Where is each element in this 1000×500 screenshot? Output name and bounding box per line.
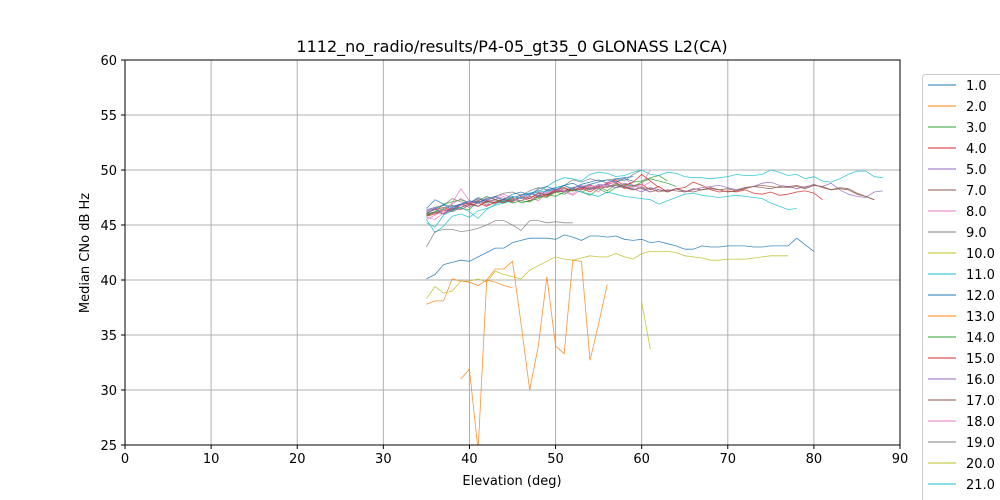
legend-label: 9.0 <box>966 226 987 241</box>
x-tick-label: 40 <box>461 452 478 467</box>
x-tick-label: 90 <box>892 452 909 467</box>
x-tick-label: 0 <box>121 452 129 467</box>
legend-label: 17.0 <box>966 394 995 409</box>
x-tick-label: 20 <box>289 452 306 467</box>
legend-label: 7.0 <box>966 184 987 199</box>
y-tick-label: 30 <box>100 384 117 399</box>
grid <box>124 59 901 446</box>
legend-box <box>922 74 1000 500</box>
legend-label: 2.0 <box>966 100 987 115</box>
legend-label: 11.0 <box>966 268 995 283</box>
legend-label: 4.0 <box>966 142 987 157</box>
axis-ticks: 0 10 20 30 40 50 60 70 80 90 25 30 35 40 45 50 55 60 <box>100 54 908 467</box>
x-tick-label: 30 <box>375 452 392 467</box>
chart-title: 1112_no_radio/results/P4-05_gt35_0 GLONA… <box>296 37 727 57</box>
legend-label: 5.0 <box>966 163 987 178</box>
series-line-20.0 <box>641 301 651 350</box>
series-line-22.0 <box>426 178 634 215</box>
y-tick-label: 40 <box>100 274 117 289</box>
y-tick-label: 55 <box>100 109 117 124</box>
legend-label: 19.0 <box>966 436 995 451</box>
legend-label: 12.0 <box>966 289 995 304</box>
x-tick-label: 70 <box>720 452 737 467</box>
series-line-8.0 <box>426 177 651 220</box>
y-axis-label: Median CNo dB Hz <box>78 193 93 313</box>
legend: 1.0 2.0 3.0 4.0 5.0 7.0 8.0 9.0 10.0 11.0 12.0 13.0… <box>922 74 1000 500</box>
legend-label: 8.0 <box>966 205 987 220</box>
legend-label: 21.0 <box>966 478 995 493</box>
legend-label: 3.0 <box>966 121 987 136</box>
series-line-11.0 <box>426 169 883 234</box>
x-tick-label: 60 <box>633 452 650 467</box>
x-tick-label: 10 <box>203 452 220 467</box>
y-tick-label: 45 <box>100 219 117 234</box>
plot-frame <box>124 59 901 446</box>
y-tick-label: 50 <box>100 164 117 179</box>
series-line-10.0 <box>426 250 789 299</box>
legend-label: 18.0 <box>966 415 995 430</box>
series-line-19.0 <box>426 220 573 248</box>
legend-label: 10.0 <box>966 247 995 262</box>
series-lines <box>426 169 883 445</box>
series-line-2.0 <box>426 278 513 305</box>
series-line-1.0 <box>426 234 815 280</box>
legend-label: 16.0 <box>966 373 995 388</box>
legend-label: 14.0 <box>966 331 995 346</box>
legend-label: 15.0 <box>966 352 995 367</box>
y-tick-label: 35 <box>100 329 117 344</box>
y-tick-label: 25 <box>100 439 117 454</box>
series-line-15.0 <box>426 173 660 214</box>
x-tick-label: 50 <box>547 452 564 467</box>
legend-label: 13.0 <box>966 310 995 325</box>
series-line-13.0 <box>460 259 608 445</box>
x-axis-label: Elevation (deg) <box>462 474 561 489</box>
x-tick-label: 80 <box>806 452 823 467</box>
legend-label: 20.0 <box>966 457 995 472</box>
legend-label: 1.0 <box>966 79 987 94</box>
series-line-16.0 <box>426 182 651 215</box>
series-line-21.0 <box>426 184 797 228</box>
y-tick-label: 60 <box>100 54 117 69</box>
